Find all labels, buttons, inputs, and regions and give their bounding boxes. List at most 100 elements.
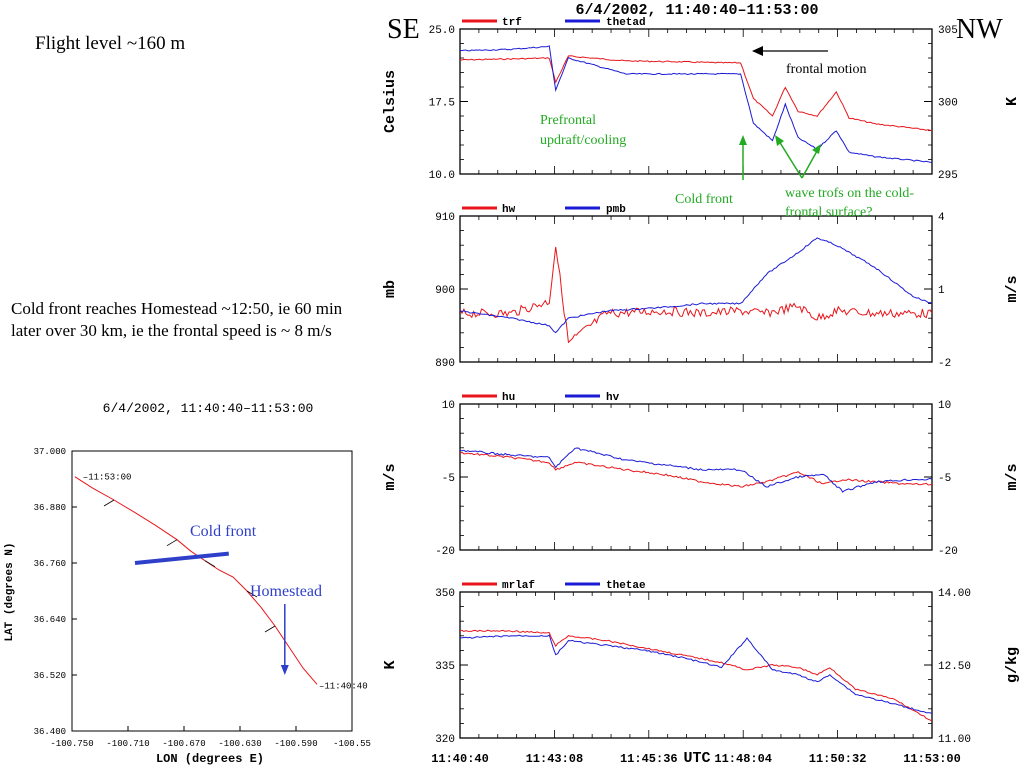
ytick-right: -2 bbox=[938, 358, 951, 370]
x-tick-label: 11:50:32 bbox=[809, 752, 867, 766]
panel-1: trf thetad 25.0 17.5 10.0 305 300 295 Celsius K bbox=[382, 17, 1021, 182]
ylabel-left: K bbox=[382, 660, 399, 669]
ytick-right: 12.50 bbox=[938, 661, 971, 673]
wind-barb bbox=[166, 539, 178, 547]
wave-arrow-left bbox=[778, 140, 803, 179]
wave-arrow-right bbox=[801, 150, 818, 179]
ytick-right: 4 bbox=[938, 212, 945, 224]
ytick-left: 335 bbox=[435, 661, 455, 673]
ylabel-left: Celsius bbox=[382, 70, 399, 133]
cold-front-arrowhead bbox=[739, 135, 747, 145]
wave-arrow-left-head bbox=[775, 135, 784, 146]
map-ytick: 37.000 bbox=[34, 447, 66, 457]
ytick-right: 1 bbox=[938, 285, 945, 297]
homestead-arrowhead bbox=[280, 665, 289, 675]
ylabel-left: mb bbox=[382, 280, 399, 298]
wind-barb bbox=[204, 560, 216, 568]
legend-label-1: trf bbox=[502, 17, 522, 29]
ytick-left: 10.0 bbox=[429, 170, 455, 182]
map-ytick: 36.400 bbox=[34, 727, 66, 737]
track-end-label: –11:40:40 bbox=[319, 681, 368, 691]
ytick-right: 14.00 bbox=[938, 588, 971, 600]
se-label: SE bbox=[387, 14, 420, 45]
map-xlabel: LON (degrees E) bbox=[156, 752, 264, 766]
panel-frame bbox=[459, 403, 933, 551]
ytick-right: 295 bbox=[938, 170, 958, 182]
series-line-hu bbox=[459, 451, 933, 488]
ylabel-right: m/s bbox=[1004, 275, 1021, 302]
ytick-right: 11.00 bbox=[938, 734, 971, 746]
map-xtick: -100.710 bbox=[106, 739, 149, 749]
panel-frame bbox=[459, 215, 933, 363]
ytick-left: 890 bbox=[435, 358, 455, 370]
series-line-thetae bbox=[459, 634, 933, 715]
map-ytick: 36.880 bbox=[34, 503, 66, 513]
ytick-left: 350 bbox=[435, 588, 455, 600]
ytick-left: 900 bbox=[435, 285, 455, 297]
wind-barb bbox=[246, 590, 258, 598]
x-tick-label: 11:45:36 bbox=[620, 752, 678, 766]
map-xtick: -100.630 bbox=[218, 739, 261, 749]
wind-barb bbox=[103, 499, 115, 507]
prefrontal-label-line2: updraft/cooling bbox=[540, 133, 626, 148]
map-xtick: -100.55 bbox=[333, 739, 371, 749]
series-line-hw bbox=[459, 246, 933, 344]
map-xtick: -100.750 bbox=[50, 739, 93, 749]
map-homestead-label: Homestead bbox=[250, 583, 322, 600]
wave-trofs-label-line1: wave trofs on the cold- bbox=[785, 186, 914, 201]
x-tick-label: 11:48:04 bbox=[714, 752, 772, 766]
panel-2: hw pmb 910 900 890 4 1 -2 mb m/s bbox=[382, 204, 1021, 370]
ytick-right: -5 bbox=[938, 473, 951, 485]
frontal-motion-label: frontal motion bbox=[786, 62, 867, 77]
ytick-right: 300 bbox=[938, 98, 958, 110]
ylabel-right: g/kg bbox=[1004, 647, 1021, 683]
panel-frame bbox=[459, 591, 933, 739]
map-title: 6/4/2002, 11:40:40–11:53:00 bbox=[103, 401, 314, 416]
ytick-left: 10 bbox=[442, 400, 455, 412]
map-xtick: -100.590 bbox=[274, 739, 317, 749]
ylabel-left: m/s bbox=[382, 463, 399, 490]
map-frame bbox=[71, 450, 353, 732]
map-ylabel: LAT (degrees N) bbox=[4, 542, 16, 641]
cold-front-speed-note: Cold front reaches Homestead ~12:50, ie … bbox=[11, 299, 343, 340]
chart-title: 6/4/2002, 11:40:40–11:53:00 bbox=[575, 2, 818, 19]
legend-label-1: mrlaf bbox=[502, 580, 535, 592]
series-line-pmb bbox=[459, 237, 933, 334]
wind-barb bbox=[264, 625, 276, 633]
map-ytick: 36.760 bbox=[34, 559, 66, 569]
wave-trofs-label-line2: frontal surface? bbox=[785, 205, 872, 220]
nw-label: NW bbox=[956, 14, 1003, 45]
flight-level-note: Flight level ~160 m bbox=[35, 33, 186, 54]
ytick-right: -20 bbox=[938, 546, 958, 558]
series-line-thetad bbox=[459, 45, 933, 163]
prefrontal-label-line1: Prefrontal bbox=[540, 113, 596, 128]
panel-4: mrlaf thetae 350 335 320 14.00 12.50 11.00 K g/kg bbox=[382, 580, 1021, 746]
map-ytick: 36.640 bbox=[34, 615, 66, 625]
cold-front-label: Cold front bbox=[675, 192, 733, 207]
legend-label-2: hv bbox=[606, 392, 620, 404]
x-axis-label: UTC bbox=[683, 750, 710, 767]
frontal-motion-arrowhead bbox=[752, 46, 763, 56]
panel-frame bbox=[459, 28, 933, 175]
ytick-right: 305 bbox=[938, 25, 958, 37]
series-line-trf bbox=[459, 55, 933, 131]
series-line-mrlaf bbox=[460, 629, 933, 722]
ytick-left: -5 bbox=[442, 473, 455, 485]
legend-label-1: hw bbox=[502, 204, 516, 216]
ytick-left: 25.0 bbox=[429, 25, 455, 37]
map-cold-front-label: Cold front bbox=[190, 523, 257, 540]
legend-label-2: thetae bbox=[606, 580, 646, 592]
x-tick-label: 11:53:00 bbox=[903, 752, 961, 766]
panel-3: hu hv 10 -5 -20 10 -5 -20 m/s m/s bbox=[382, 392, 1021, 558]
ylabel-right: m/s bbox=[1004, 463, 1021, 490]
x-tick-label: 11:40:40 bbox=[431, 752, 489, 766]
ytick-left: 910 bbox=[435, 212, 455, 224]
ytick-left: -20 bbox=[435, 546, 455, 558]
track-start-label: –11:53:00 bbox=[83, 473, 132, 483]
flight-track bbox=[74, 476, 318, 685]
ylabel-right: K bbox=[1004, 97, 1021, 106]
map-xtick: -100.670 bbox=[162, 739, 205, 749]
legend-label-2: thetad bbox=[606, 17, 646, 29]
map-ytick: 36.520 bbox=[34, 671, 66, 681]
